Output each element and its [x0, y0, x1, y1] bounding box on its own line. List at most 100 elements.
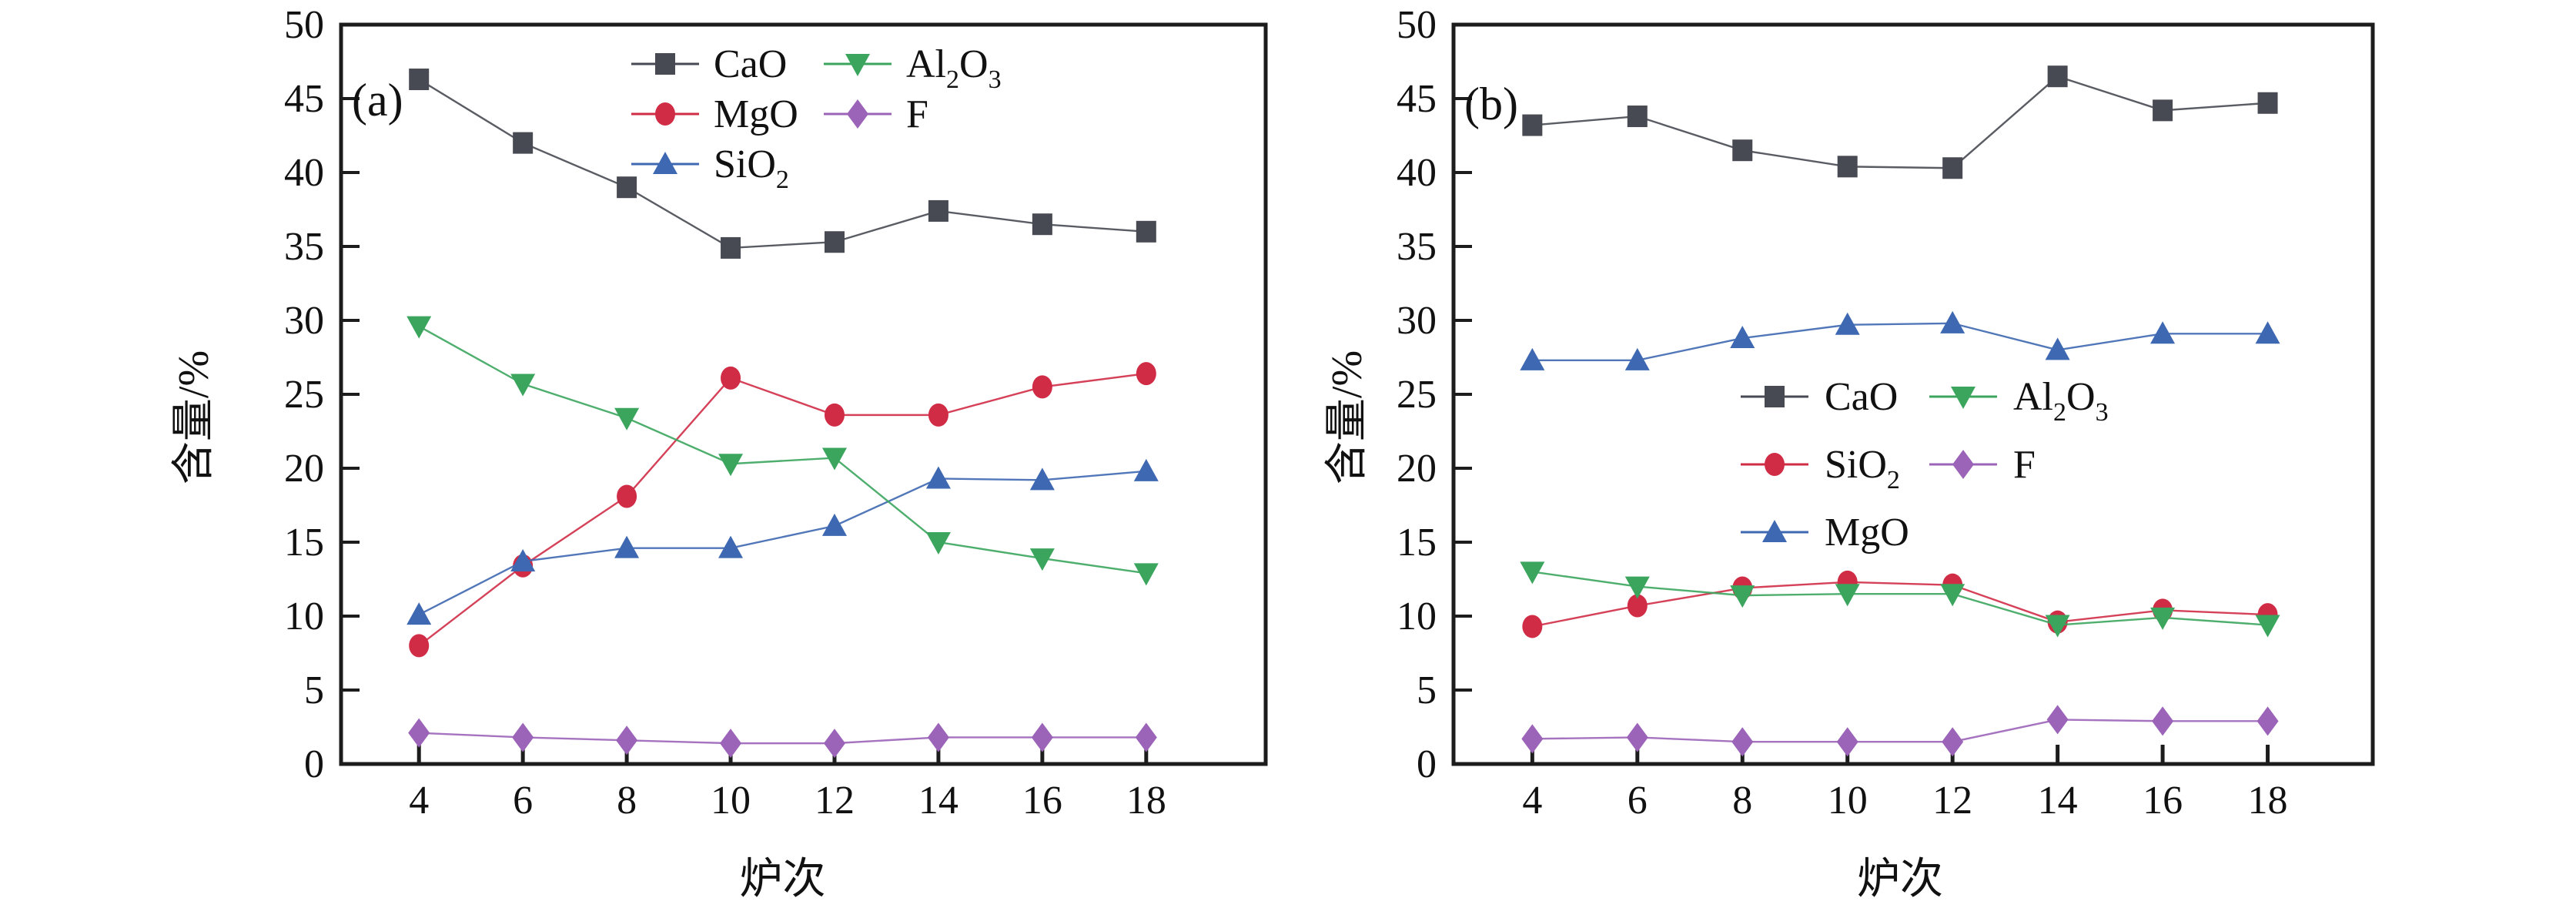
data-point-CaO [2153, 99, 2173, 122]
data-point-Al2O3 [1835, 584, 1860, 607]
data-point-CaO [1732, 139, 1753, 162]
legend-label-text: Al [906, 42, 946, 86]
data-point-Al2O3 [2255, 615, 2280, 638]
data-point-F [2046, 705, 2069, 735]
data-point-MgO [1520, 347, 1545, 370]
legend-marker-SiO2 [653, 152, 677, 174]
y-tick-label: 5 [304, 668, 324, 712]
data-point-Al2O3 [510, 374, 536, 397]
data-point-CaO [617, 176, 637, 199]
data-point-CaO [513, 132, 534, 154]
x-tick-label: 8 [617, 779, 637, 823]
data-point-CaO [824, 231, 845, 253]
data-point-CaO [1032, 213, 1052, 236]
series-SiO2 [406, 458, 1159, 625]
x-tick-label: 10 [1828, 779, 1868, 823]
data-point-F [616, 725, 638, 756]
y-tick-label: 50 [284, 3, 324, 47]
y-tick-label: 35 [1397, 225, 1437, 269]
data-point-F [1135, 722, 1157, 752]
legend-label-text: Al [2013, 375, 2053, 419]
data-point-SiO2 [821, 513, 847, 536]
y-tick-label: 30 [284, 299, 324, 343]
legend-marker-SiO2 [1765, 453, 1785, 476]
x-tick-label: 6 [1628, 779, 1648, 823]
y-tick-label: 15 [284, 521, 324, 565]
legend-marker-F [1952, 450, 1974, 479]
legend-label-SiO2: SiO2 [714, 142, 789, 194]
series-line-F [419, 732, 1146, 745]
legend-label-F: F [906, 92, 928, 136]
legend-marker-F [847, 99, 868, 129]
legend-label-text: SiO [714, 142, 776, 186]
x-tick-label: 6 [513, 779, 533, 823]
data-point-F [823, 729, 845, 759]
data-point-MgO [1940, 310, 1965, 333]
legend-label-text: F [2013, 443, 2036, 487]
legend-label-text: O [959, 42, 989, 86]
data-point-Al2O3 [1730, 585, 1755, 608]
series-line-CaO [1532, 75, 2268, 169]
data-point-MgO [2255, 321, 2280, 344]
data-point-Al2O3 [2150, 607, 2176, 630]
legend-item-CaO: CaO [1741, 375, 1898, 419]
legend-label-MgO: MgO [714, 92, 798, 136]
data-point-MgO [2045, 337, 2070, 360]
data-point-F [2257, 706, 2279, 736]
data-point-F [1031, 722, 1053, 752]
data-point-F [1731, 727, 1754, 757]
data-point-MgO [1730, 326, 1755, 349]
data-point-CaO [409, 69, 430, 91]
legend-marker-Al2O3 [1951, 387, 1975, 409]
x-tick-label: 18 [2248, 779, 2288, 823]
legend-item-F: F [1929, 443, 2036, 487]
x-tick-label: 16 [1022, 779, 1062, 823]
x-tick-label: 16 [2143, 779, 2183, 823]
y-tick-label: 50 [1397, 3, 1437, 47]
plot-frame [1451, 22, 2375, 766]
series-F [1521, 705, 2279, 757]
series-F [408, 718, 1157, 759]
data-point-MgO [824, 403, 845, 427]
x-tick-label: 18 [1126, 779, 1166, 823]
series-line-CaO [418, 79, 1146, 250]
data-point-F [720, 729, 742, 759]
data-point-CaO [721, 236, 741, 259]
data-point-MgO [409, 634, 430, 658]
series-Al2O3 [406, 316, 1159, 586]
legend-label-Al2O3: Al2O3 [906, 42, 1002, 94]
y-tick-label: 40 [284, 151, 324, 195]
data-point-Al2O3 [2045, 615, 2070, 638]
data-point-SiO2 [614, 535, 640, 558]
data-point-MgO [2150, 321, 2176, 344]
legend-label-subscript: 3 [989, 65, 1002, 94]
data-point-Al2O3 [614, 407, 640, 431]
legend-item-MgO: MgO [631, 92, 798, 136]
legend-label-subscript: 2 [946, 65, 959, 94]
y-tick-label: 40 [1397, 151, 1437, 195]
legend-label-SiO2: SiO2 [1825, 443, 1900, 494]
legend-item-SiO2: SiO2 [631, 142, 789, 194]
legend-label-CaO: CaO [1825, 375, 1898, 419]
series-CaO [1522, 65, 2278, 179]
series-MgO [1520, 310, 2280, 370]
y-tick-label: 45 [1397, 77, 1437, 121]
legend-label-Al2O3: Al2O3 [2013, 375, 2109, 427]
data-point-SiO2 [510, 548, 536, 571]
x-tick-label: 14 [918, 779, 958, 823]
chart-a-svg: 0 5 10 15 20 25 30 35 40 45 50 4 6 8 10 12 14 16 18 炉次 含量/% (… [170, 3, 1268, 903]
series-CaO [409, 69, 1156, 259]
data-point-CaO [1942, 157, 1963, 179]
legend-marker-MgO [655, 102, 675, 126]
y-axis-label: 含量/% [170, 350, 218, 484]
legend-label-CaO: CaO [714, 42, 787, 86]
legend-label-subscript: 2 [1887, 466, 1900, 494]
series-line-MgO [1532, 322, 2268, 362]
data-point-SiO2 [1029, 467, 1055, 491]
data-point-SiO2 [1133, 458, 1159, 481]
legend-label-text: CaO [1825, 375, 1898, 419]
legend-item-MgO: MgO [1741, 511, 1909, 555]
legend-label-text: SiO [1825, 443, 1887, 487]
